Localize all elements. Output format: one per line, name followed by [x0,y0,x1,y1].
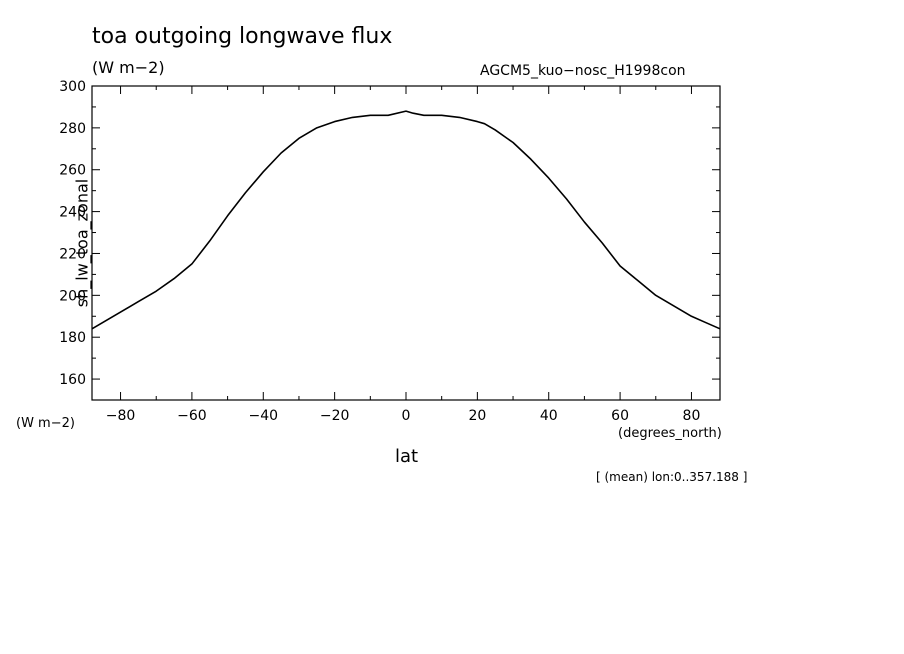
x-axis-units: (degrees_north) [618,426,722,441]
x-axis-label: lat [395,446,419,467]
units-label: (W m−2) [92,58,165,77]
x-tick-label: −60 [177,408,207,424]
x-tick-label: −20 [320,408,350,424]
series-line [91,110,721,330]
axis-ticks [92,85,720,400]
x-tick-label: 80 [683,408,701,424]
x-tick-label: 20 [468,408,486,424]
y-axis-units: (W m−2) [16,416,75,431]
tick-labels: −80 −60 −40 −20 0 20 40 60 80 160 180 200 220 240 260 2… [59,79,700,424]
series-lines [91,110,721,330]
x-tick-label: 60 [611,408,629,424]
mean-note: [ (mean) lon:0..357.188 ] [596,470,748,484]
plot-frame [91,85,721,401]
chart-title: toa outgoing longwave flux [92,24,393,49]
y-tick-label: 280 [59,121,86,137]
y-tick-label: 160 [59,372,86,388]
y-tick-label: 200 [59,288,86,304]
y-tick-label: 220 [59,246,86,262]
x-tick-label: −40 [248,408,278,424]
dataset-label: AGCM5_kuo−nosc_H1998con [480,63,686,79]
x-tick-label: 0 [402,408,411,424]
y-tick-label: 180 [59,330,86,346]
y-tick-label: 260 [59,163,86,179]
y-tick-label: 300 [59,79,86,95]
x-tick-label: 40 [540,408,558,424]
y-tick-label: 240 [59,205,86,221]
x-tick-label: −80 [106,408,136,424]
